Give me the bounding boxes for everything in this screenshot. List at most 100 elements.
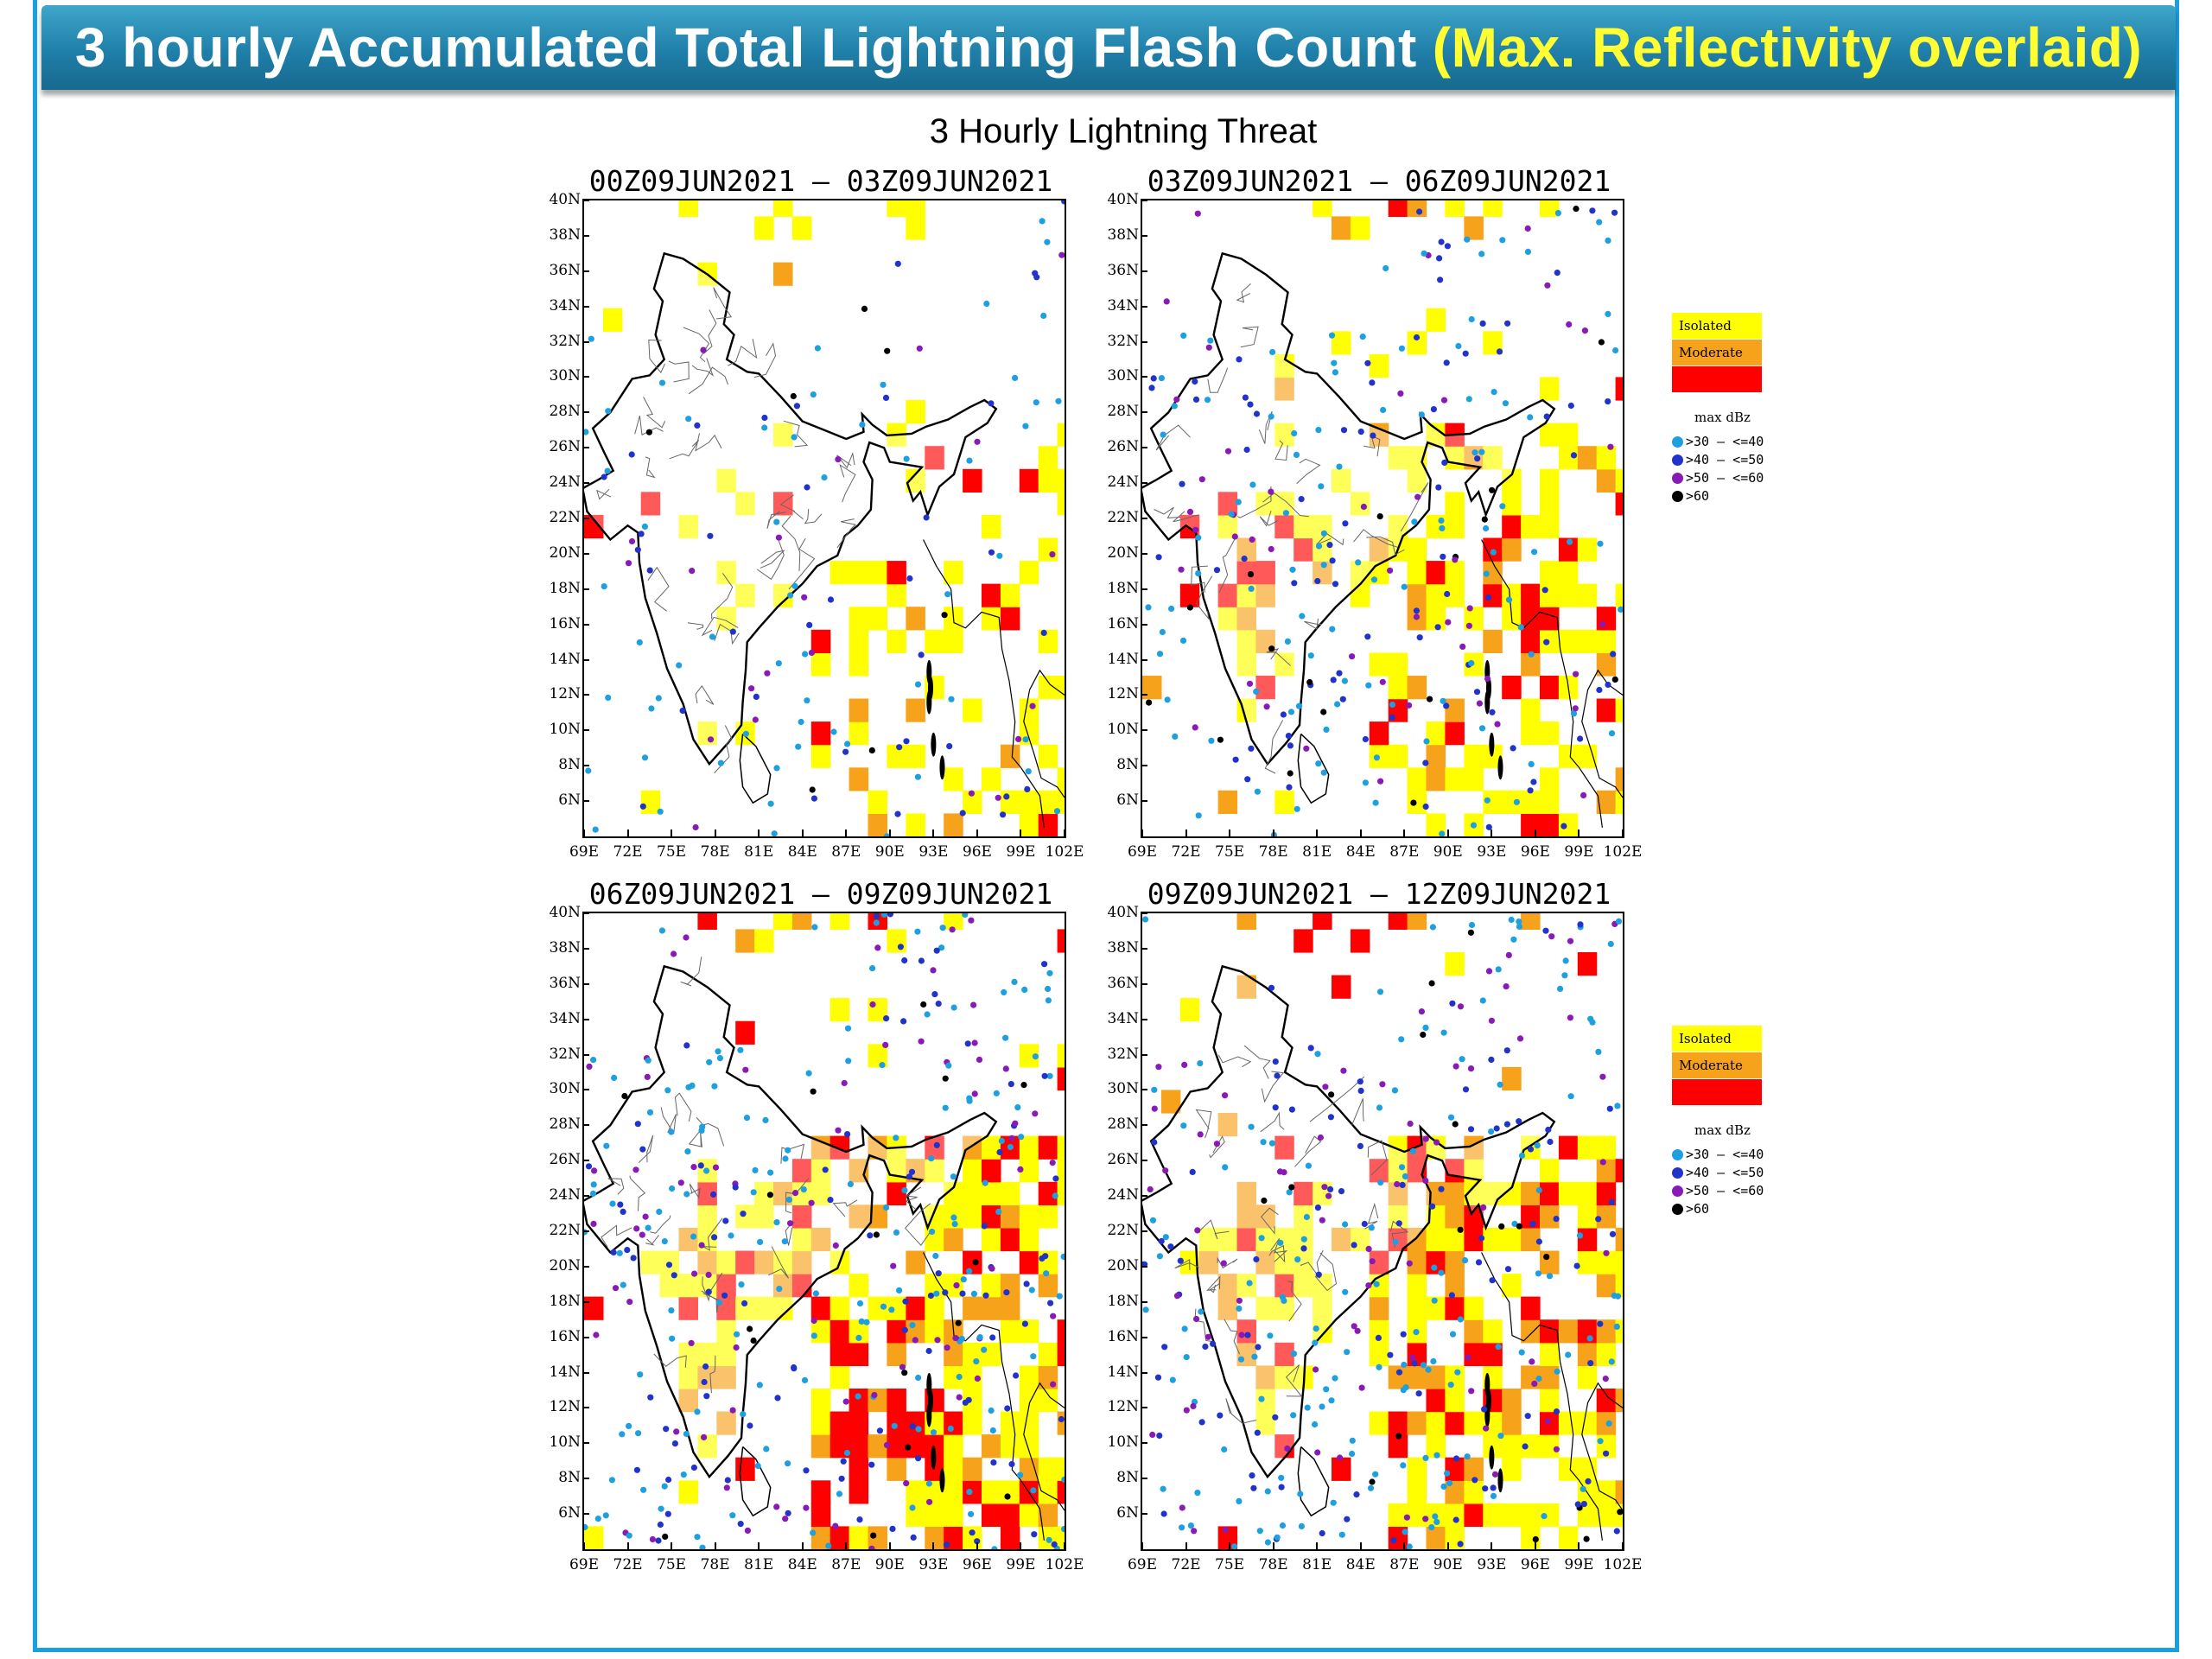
threat-cell — [1502, 1274, 1522, 1298]
reflectivity-dot — [1449, 1331, 1457, 1338]
reflectivity-dot — [1300, 1236, 1307, 1243]
y-tick-mark — [582, 447, 589, 449]
threat-cell — [1502, 1457, 1522, 1481]
reflectivity-dot — [1603, 1450, 1610, 1457]
reflectivity-dot — [1003, 1289, 1010, 1296]
reflectivity-dot — [1524, 248, 1531, 255]
district-line — [1304, 618, 1322, 630]
reflectivity-dot — [1269, 348, 1276, 356]
reflectivity-dot — [1149, 1431, 1156, 1439]
reflectivity-dot — [1183, 1407, 1190, 1414]
threat-cell — [1540, 561, 1560, 585]
threat-cell — [1464, 1457, 1484, 1481]
myanmar-coastline — [923, 539, 1045, 828]
reflectivity-dot — [899, 1363, 906, 1370]
reflectivity-dot — [633, 1225, 640, 1232]
reflectivity-dot — [1163, 298, 1170, 305]
reflectivity-dot — [948, 696, 955, 702]
threat-cell — [1369, 423, 1389, 447]
threat-cell — [1558, 1457, 1579, 1481]
reflectivity-dot — [1373, 754, 1380, 761]
y-tick-mark — [582, 1478, 589, 1480]
reflectivity-dot — [1596, 219, 1603, 226]
reflectivity-dot — [1607, 443, 1614, 450]
y-tick-label: 30N — [549, 1080, 581, 1098]
reflectivity-dot — [669, 1335, 676, 1342]
dbz-legend-item: >30 – <=40 — [1672, 434, 1764, 449]
reflectivity-dot — [1488, 1017, 1495, 1024]
threat-cell — [1483, 790, 1503, 814]
reflectivity-dot — [1554, 1368, 1560, 1375]
threat-cell — [1000, 1434, 1020, 1459]
reflectivity-dot — [1327, 1114, 1334, 1121]
reflectivity-dot — [1542, 927, 1549, 934]
reflectivity-dot — [960, 1276, 967, 1283]
dbz-legend-label: >40 – <=50 — [1686, 1165, 1764, 1180]
district-line — [1366, 536, 1405, 556]
threat-cell — [830, 913, 850, 930]
reflectivity-dot — [1349, 1450, 1356, 1458]
reflectivity-dot — [1058, 1415, 1065, 1423]
reflectivity-dot — [1268, 545, 1274, 553]
reflectivity-dot — [1567, 1014, 1573, 1021]
threat-cell — [944, 629, 963, 653]
reflectivity-dot — [1236, 1297, 1243, 1304]
threat-cell — [1540, 1250, 1560, 1274]
y-tick-mark — [1141, 1230, 1147, 1232]
reflectivity-dot — [1362, 779, 1369, 786]
reflectivity-dot — [1332, 369, 1338, 376]
threat-cell — [830, 1342, 850, 1366]
reflectivity-dot — [1440, 697, 1446, 704]
reflectivity-dot — [1279, 1522, 1287, 1529]
reflectivity-dot — [914, 681, 922, 688]
andaman-island — [939, 1468, 945, 1493]
threat-cell — [1426, 308, 1446, 332]
threat-cell — [1057, 468, 1065, 493]
reflectivity-dot — [1573, 206, 1580, 213]
andaman-island — [1484, 690, 1491, 715]
reflectivity-dot — [616, 1249, 623, 1256]
reflectivity-dot — [1516, 918, 1522, 925]
reflectivity-dot — [1516, 1223, 1522, 1230]
threat-cell — [944, 1227, 963, 1252]
threat-cell — [1369, 1319, 1389, 1344]
threat-cell — [678, 1480, 698, 1504]
x-tick-mark — [1064, 1542, 1065, 1549]
reflectivity-dot — [1041, 1072, 1048, 1079]
reflectivity-dot — [1281, 1169, 1287, 1176]
threat-cell — [982, 1296, 1001, 1320]
threat-cell — [1369, 1411, 1389, 1435]
threat-cell — [1057, 1135, 1065, 1160]
reflectivity-dot — [1295, 702, 1303, 709]
reflectivity-dot — [1465, 622, 1472, 629]
reflectivity-dot — [801, 594, 808, 601]
reflectivity-dot — [626, 1422, 632, 1429]
thailand-coastline — [1581, 669, 1623, 798]
reflectivity-dot — [1382, 264, 1389, 272]
x-tick-label: 84E — [787, 1556, 817, 1573]
reflectivity-dot — [1443, 702, 1450, 709]
district-line — [1390, 1220, 1409, 1248]
threat-cell — [1388, 1135, 1408, 1160]
reflectivity-dot — [1580, 1485, 1586, 1492]
threat-cell — [716, 1319, 736, 1344]
reflectivity-dot — [1297, 1491, 1304, 1497]
reflectivity-dot — [1422, 1516, 1429, 1522]
reflectivity-dot — [1494, 721, 1501, 728]
threat-cell — [1388, 744, 1408, 768]
reflectivity-dot — [1389, 701, 1396, 709]
reflectivity-dot — [1357, 429, 1364, 435]
y-tick-mark — [1141, 694, 1147, 696]
reflectivity-dot — [1002, 1065, 1009, 1072]
reflectivity-dot — [1535, 1186, 1542, 1194]
reflectivity-dot — [909, 1504, 916, 1511]
threat-cell — [887, 561, 906, 585]
legend-dot-icon — [1672, 1203, 1683, 1215]
reflectivity-dot — [1306, 678, 1313, 686]
threat-cell — [1236, 629, 1256, 653]
reflectivity-dot — [1504, 320, 1511, 327]
threat-cell — [1577, 1205, 1598, 1229]
reflectivity-dot — [1287, 770, 1294, 777]
map-canvas — [584, 200, 1065, 836]
reflectivity-dot — [791, 1190, 799, 1197]
